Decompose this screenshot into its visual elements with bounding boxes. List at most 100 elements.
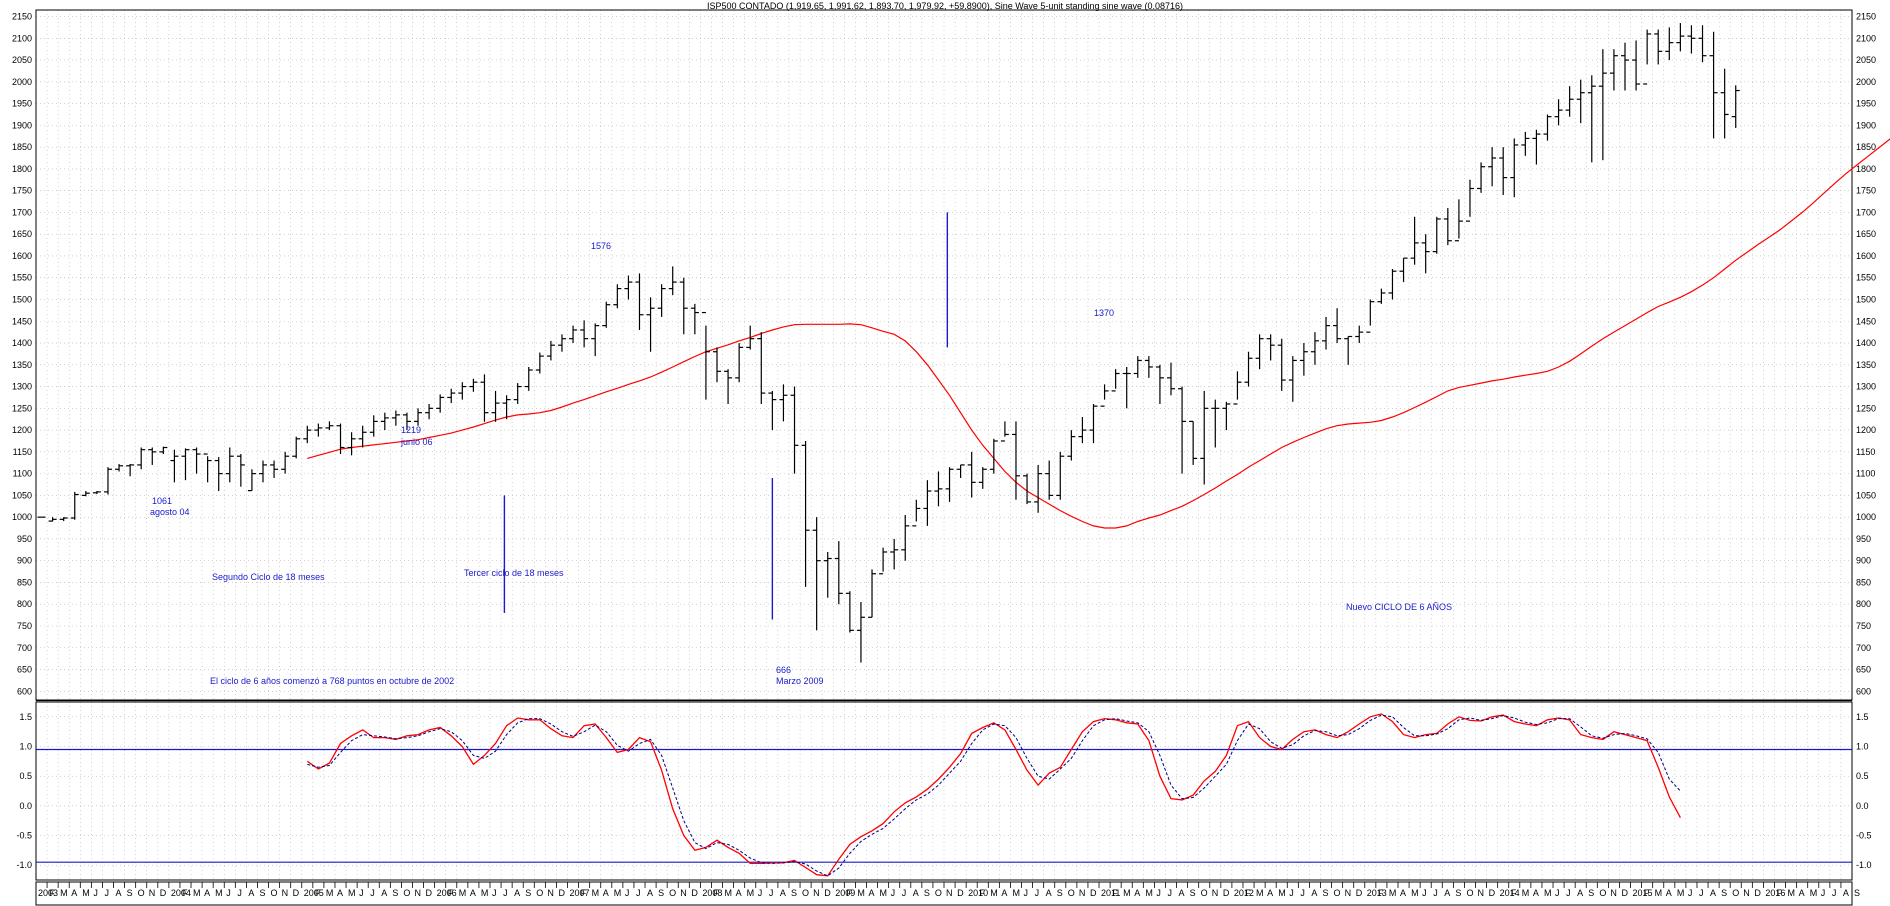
price-bar <box>513 383 522 404</box>
price-bars <box>37 23 1740 663</box>
x-tick-label: A <box>1267 888 1273 898</box>
price-bar <box>1310 332 1319 365</box>
x-tick-label: J <box>370 888 375 898</box>
x-tick-label: A <box>1311 888 1317 898</box>
price-tick-left: 1250 <box>12 403 32 413</box>
price-bar <box>524 366 533 391</box>
price-bar <box>1266 334 1275 361</box>
price-bar <box>1244 351 1253 387</box>
x-tick-label: J <box>1300 888 1305 898</box>
price-tick-left: 900 <box>17 556 32 566</box>
oscillator-dashed-line <box>307 714 1681 877</box>
x-tick-label: S <box>525 888 531 898</box>
x-tick-label: O <box>403 888 410 898</box>
price-tick-right: 1300 <box>1856 382 1876 392</box>
price-bar <box>447 388 456 404</box>
price-bar <box>967 451 976 498</box>
price-tick-right: 800 <box>1856 599 1871 609</box>
price-bar <box>646 297 655 352</box>
x-tick-label: M <box>1544 888 1552 898</box>
price-bar <box>1222 401 1231 431</box>
x-tick-label: D <box>293 888 300 898</box>
x-tick-label: J <box>1821 888 1826 898</box>
price-bar <box>1255 334 1264 370</box>
x-tick-label: J <box>1433 888 1438 898</box>
x-tick-label: O <box>669 888 676 898</box>
price-bar <box>1000 421 1009 442</box>
price-bar <box>347 432 356 456</box>
x-tick-label: F <box>315 888 321 898</box>
x-tick-label: A <box>736 888 742 898</box>
chart-frame <box>35 9 1853 906</box>
x-tick-label: O <box>1068 888 1075 898</box>
price-bar <box>790 386 799 474</box>
annotation-low-2006-date: junio 06 <box>400 437 433 447</box>
price-bar <box>1665 27 1674 61</box>
price-bar <box>845 591 854 633</box>
x-tick-label: J <box>93 888 98 898</box>
x-tick-label: 2012 <box>1234 888 1254 898</box>
price-bar <box>1687 25 1696 54</box>
price-bar <box>148 447 157 465</box>
price-bar <box>901 514 910 561</box>
annotation-second-cycle: Segundo Ciclo de 18 meses <box>212 572 325 582</box>
x-tick-label: J <box>1555 888 1560 898</box>
chart-title: ISP500 CONTADO (1,919.65, 1,991.62, 1,89… <box>707 1 1183 11</box>
price-tick-right: 1150 <box>1856 447 1875 457</box>
x-tick-label: 2003 <box>38 888 58 898</box>
x-tick-label: N <box>1212 888 1219 898</box>
sine-wave-oscillator <box>36 713 1852 877</box>
price-bar <box>259 460 267 483</box>
price-bar <box>1532 129 1541 165</box>
price-bar <box>1089 403 1098 444</box>
x-tick-label: N <box>1610 888 1617 898</box>
price-bar <box>369 415 378 437</box>
price-bar <box>1521 131 1530 156</box>
price-bar <box>70 491 79 520</box>
x-tick-label: N <box>946 888 953 898</box>
osc-tick-right: 1.5 <box>1856 712 1869 722</box>
x-tick-label: J <box>1422 888 1427 898</box>
x-tick-label: M <box>990 888 998 898</box>
price-bar <box>59 517 68 522</box>
x-tick-label: J <box>891 888 896 898</box>
price-bar <box>1322 316 1331 350</box>
x-tick-label: A <box>1533 888 1539 898</box>
osc-tick-right: 0.5 <box>1856 771 1869 781</box>
price-bar <box>1698 25 1707 63</box>
price-bar <box>1465 179 1474 222</box>
price-bar <box>1377 288 1386 304</box>
x-tick-label: J <box>492 888 497 898</box>
price-bar <box>624 275 633 300</box>
x-tick-label: O <box>1201 888 1208 898</box>
price-tick-right: 700 <box>1856 643 1871 653</box>
price-tick-left: 1100 <box>13 469 32 479</box>
price-bar <box>812 517 821 631</box>
x-tick-label: 2008 <box>702 888 722 898</box>
price-bar <box>1100 384 1109 407</box>
price-bar <box>690 303 699 335</box>
price-bar <box>1554 99 1563 126</box>
price-bar <box>1045 460 1054 500</box>
price-bar <box>657 284 666 317</box>
price-bar <box>668 266 677 296</box>
price-tick-right: 1550 <box>1856 273 1876 283</box>
x-tick-label: J <box>625 888 630 898</box>
x-tick-label: A <box>514 888 520 898</box>
price-bar <box>314 423 323 437</box>
x-tick-label: F <box>1776 888 1782 898</box>
x-tick-label: J <box>104 888 109 898</box>
price-tick-right: 2100 <box>1856 33 1876 43</box>
x-tick-label: N <box>1345 888 1352 898</box>
price-bar <box>823 551 832 598</box>
price-bar <box>81 491 90 497</box>
x-tick-label: J <box>1289 888 1294 898</box>
price-bar <box>613 284 622 309</box>
x-tick-label: F <box>182 888 188 898</box>
price-bar <box>1167 362 1175 396</box>
price-bar <box>358 425 367 448</box>
price-tick-left: 1950 <box>12 99 32 109</box>
price-bar <box>1078 417 1087 444</box>
price-tick-right: 1750 <box>1856 186 1876 196</box>
price-bar <box>1587 75 1596 163</box>
